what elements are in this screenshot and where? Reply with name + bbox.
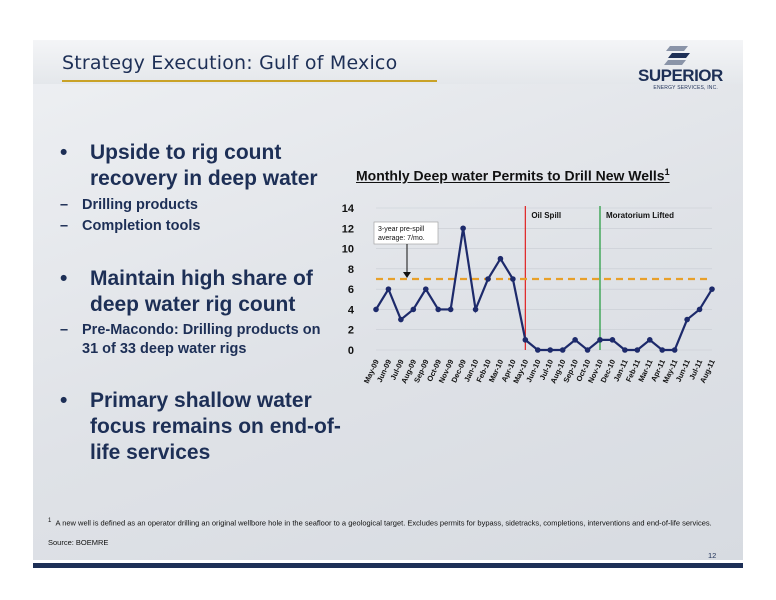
data-point bbox=[522, 337, 529, 343]
data-point bbox=[597, 337, 603, 343]
event-label: Oil Spill bbox=[531, 211, 561, 220]
bottom-bar bbox=[33, 563, 743, 568]
bullet-text: Upside to rig count recovery in deep wat… bbox=[90, 141, 318, 190]
average-annotation-line1: 3-year pre-spill bbox=[378, 226, 425, 233]
footnote-marker: 1 bbox=[48, 518, 52, 524]
average-annotation-box bbox=[373, 221, 439, 245]
data-point bbox=[497, 255, 504, 262]
chart-title-superscript: 1 bbox=[664, 167, 670, 177]
sub-bullet-dash: – bbox=[60, 197, 69, 213]
bullet-dot: • bbox=[60, 389, 68, 412]
data-point bbox=[659, 347, 666, 353]
title-bar bbox=[33, 40, 743, 84]
permits-line-chart: 0 2 4 6 8 10 12 14 Oil Spill Moratorium Lifted 3-y… bbox=[342, 203, 717, 385]
footnote: 1 A new well is defined as an operator d… bbox=[48, 518, 712, 528]
data-point bbox=[485, 276, 491, 282]
data-point bbox=[410, 306, 417, 313]
data-point bbox=[385, 286, 392, 292]
data-point bbox=[646, 337, 653, 343]
data-point bbox=[696, 306, 703, 313]
annotation-arrow-head bbox=[403, 272, 411, 278]
data-point bbox=[671, 347, 678, 353]
average-annotation-line2: average: 7/mo. bbox=[378, 235, 425, 242]
source-note: Source: BOEMRE bbox=[48, 538, 109, 547]
data-point bbox=[622, 347, 628, 353]
sub-bullet-text: Pre-Macondo: Drilling products on 31 of … bbox=[82, 322, 321, 357]
data-point bbox=[510, 276, 516, 282]
y-tick-label: 10 bbox=[342, 244, 354, 256]
sub-bullet-text: Drilling products bbox=[82, 197, 198, 213]
title-underline bbox=[62, 80, 437, 82]
data-point bbox=[435, 306, 442, 313]
y-tick-label: 8 bbox=[348, 264, 354, 276]
sub-bullet-text: Completion tools bbox=[82, 218, 201, 234]
data-point bbox=[472, 306, 479, 313]
bullet-dot: • bbox=[60, 267, 68, 290]
y-tick-label: 6 bbox=[348, 284, 354, 296]
data-point bbox=[447, 306, 454, 313]
y-tick-label: 4 bbox=[348, 304, 355, 316]
chart-title: Monthly Deep water Permits to Drill New … bbox=[356, 167, 670, 184]
bullet-text: Maintain high share of deep water rig co… bbox=[90, 267, 313, 316]
sub-bullet-dash: – bbox=[60, 322, 69, 338]
footnote-text: A new well is defined as an operator dri… bbox=[55, 518, 712, 528]
data-point bbox=[584, 347, 591, 353]
logo-mark-icon bbox=[664, 46, 690, 65]
data-point bbox=[547, 347, 554, 353]
data-point bbox=[559, 347, 566, 353]
series-line bbox=[375, 228, 713, 352]
page-number: 12 bbox=[708, 551, 717, 560]
data-point bbox=[609, 337, 616, 343]
data-point bbox=[422, 286, 429, 292]
chart-title-text: Monthly Deep water Permits to Drill New … bbox=[356, 167, 665, 184]
data-point bbox=[460, 225, 466, 232]
company-logo: SUPERIOR ENERGY SERVICES, INC. bbox=[638, 44, 723, 96]
data-point bbox=[684, 316, 690, 323]
bullet-dot: • bbox=[60, 141, 68, 164]
y-tick-label: 2 bbox=[348, 325, 354, 337]
data-point bbox=[572, 337, 578, 343]
data-point bbox=[373, 306, 379, 313]
event-label: Moratorium Lifted bbox=[606, 211, 674, 220]
y-tick-label: 0 bbox=[348, 345, 354, 357]
data-point bbox=[709, 286, 715, 292]
sub-bullet-dash: – bbox=[60, 218, 69, 234]
data-point bbox=[634, 347, 641, 353]
page-title: Strategy Execution: Gulf of Mexico bbox=[62, 52, 398, 74]
y-tick-label: 12 bbox=[342, 223, 354, 235]
logo-name: SUPERIOR bbox=[638, 66, 723, 85]
bullet-text: Primary shallow water focus remains on e… bbox=[90, 389, 341, 464]
y-tick-label: 14 bbox=[342, 203, 355, 215]
logo-subtitle: ENERGY SERVICES, INC. bbox=[653, 85, 718, 91]
data-point bbox=[398, 316, 404, 323]
data-point bbox=[534, 347, 541, 353]
slide-background bbox=[33, 40, 743, 560]
